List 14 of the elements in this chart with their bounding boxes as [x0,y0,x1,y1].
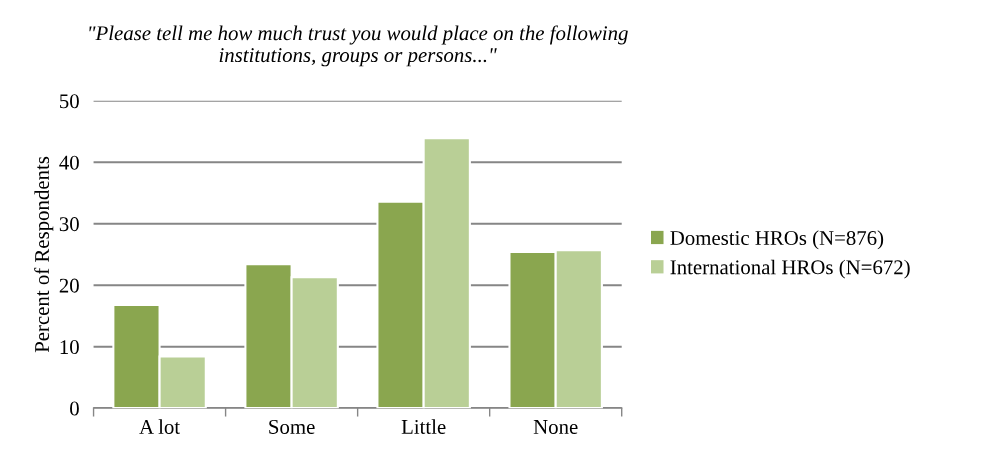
x-tick-label: None [533,420,578,434]
y-tick-label: 0 [70,401,79,416]
y-axis-title: Percent of Respondents [34,156,54,353]
x-tick-label: Some [269,419,315,434]
x-tick-label: Little [401,419,446,434]
legend-label: Domestic HROs (N=876) [670,230,884,250]
y-tick-label: 10 [60,340,79,355]
y-tick-label: 20 [59,278,79,293]
y-tick-label: 50 [60,94,79,109]
y-tick-label: 40 [59,155,79,170]
y-tick-label: 30 [59,217,79,232]
chart-title: "Please tell me how much trust you would place on the following institutions, groups or persons..." [89,25,628,67]
legend-label: International HROs (N=672) [670,259,910,279]
x-tick-label: A lot [139,419,181,434]
